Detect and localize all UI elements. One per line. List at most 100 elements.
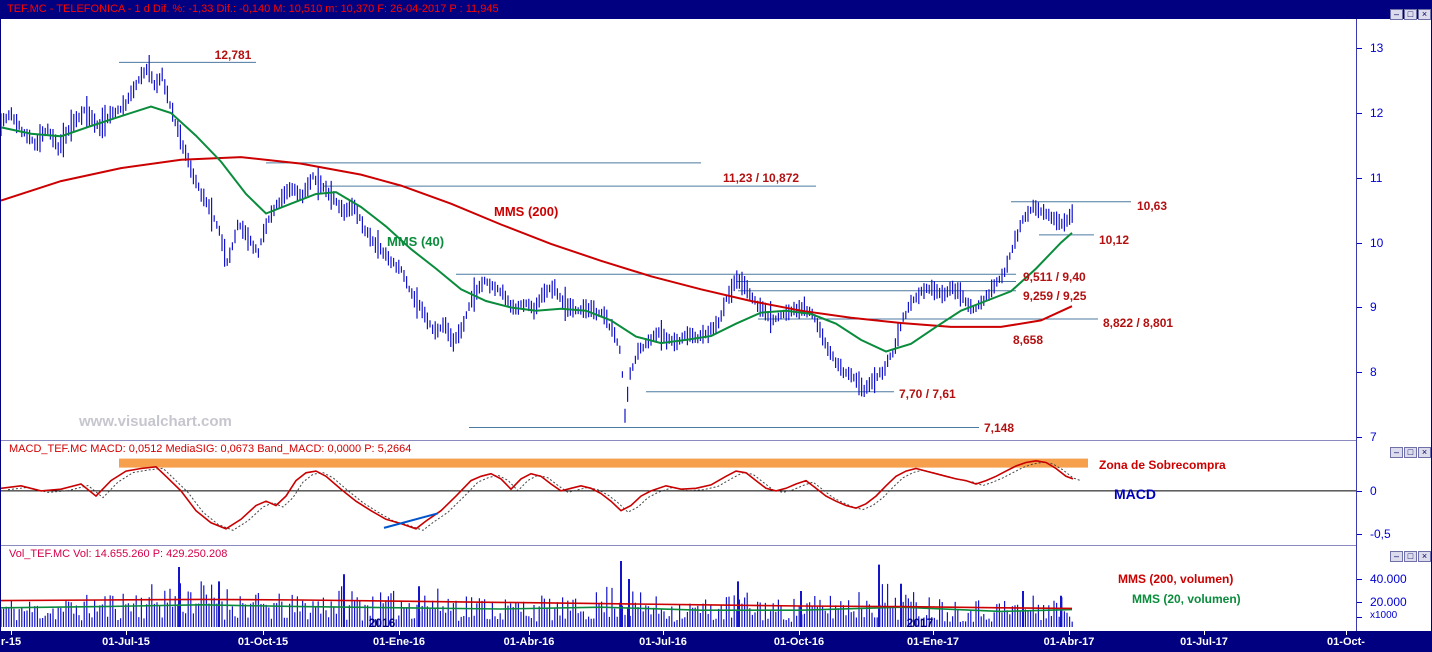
time-axis-label: 01-Oct-16 [773, 636, 825, 648]
level-label: 9,259 / 9,25 [1023, 289, 1087, 303]
time-axis-tick [399, 631, 400, 635]
time-axis-tick [933, 631, 934, 635]
value-axis-label: 8 [1370, 365, 1377, 379]
time-axis-tick [1346, 631, 1347, 635]
time-axis-label: 01-Jul-16 [639, 636, 687, 648]
visualchart-watermark: www.visualchart.com [78, 413, 232, 430]
value-axis-tick [1357, 243, 1362, 244]
value-axis-tick [1357, 307, 1362, 308]
macd-line [1, 459, 1074, 530]
time-axis-label: 01-Abr-16 [503, 636, 555, 648]
close-button[interactable]: × [1418, 9, 1431, 20]
volume-ma20-label: MMS (20, volumen) [1132, 592, 1241, 606]
time-axis-tick [1069, 631, 1070, 635]
close-button[interactable]: × [1418, 551, 1431, 562]
macd-chart[interactable] [1, 441, 1356, 546]
panel-window-controls: – □ × [1390, 447, 1431, 458]
volume-ma200-label: MMS (200, volumen) [1118, 572, 1234, 586]
value-axis-tick [1357, 602, 1362, 603]
level-label: 10,63 [1137, 199, 1167, 213]
panel-window-controls: – □ × [1390, 9, 1431, 20]
value-axis-tick [1357, 491, 1362, 492]
time-axis-tick [1204, 631, 1205, 635]
time-axis-label: 01-Abr-17 [1043, 636, 1095, 648]
ma40-line [1, 105, 1073, 353]
value-axis-tick [1357, 437, 1362, 438]
macd-indicator-label: MACD [1114, 486, 1156, 502]
chart-title: TEF.MC - TELEFONICA - 1 d Dif. %: -1,33 … [7, 3, 499, 15]
value-axis-label: 13 [1370, 41, 1384, 55]
value-axis-label: -0,5 [1370, 527, 1391, 541]
volume-header: Vol_TEF.MC Vol: 14.655.260 P: 429.250.20… [9, 548, 228, 560]
time-axis-label: r-15 [1, 636, 22, 648]
value-axis-tick [1357, 579, 1362, 580]
time-axis-label: 01-Ene-16 [373, 636, 425, 648]
value-axis-label: 40.000 [1370, 572, 1407, 586]
chart-titlebar[interactable]: TEF.MC - TELEFONICA - 1 d Dif. %: -1,33 … [1, 1, 1431, 19]
level-label: 7,148 [984, 421, 1014, 435]
time-axis-label: 01-Oct-15 [237, 636, 289, 648]
time-axis-tick [663, 631, 664, 635]
volume-chart[interactable] [1, 546, 1356, 631]
value-axis-label: 9 [1370, 300, 1377, 314]
time-axis-tick [126, 631, 127, 635]
level-label: 10,12 [1099, 233, 1129, 247]
price-panel[interactable]: 12,781 11,23 / 10,872 10,63 10,12 9,511 / 9,… [1, 19, 1356, 441]
panel-window-controls: – □ × [1390, 551, 1431, 562]
level-label: 12,781 [215, 48, 252, 62]
time-axis-label: 01-Jul-15 [102, 636, 150, 648]
value-axis-label: 11 [1370, 171, 1383, 185]
restore-button[interactable]: □ [1404, 551, 1417, 562]
volume-panel[interactable]: Vol_TEF.MC Vol: 14.655.260 P: 429.250.20… [1, 546, 1356, 631]
overbought-zone-band [119, 458, 1088, 468]
time-axis-label: 01-Oct- [1327, 636, 1365, 648]
price-axis-column[interactable]: 13 12 11 10 9 8 7 0 -0,5 40.000 20.000 x1000 [1356, 19, 1431, 631]
time-axis-label: 01-Jul-17 [1180, 636, 1228, 648]
value-axis-tick [1357, 178, 1362, 179]
minimize-button[interactable]: – [1390, 447, 1403, 458]
price-chart[interactable]: 12,781 11,23 / 10,872 10,63 10,12 9,511 / 9,… [1, 19, 1356, 441]
level-label: 11,23 / 10,872 [723, 171, 799, 185]
time-axis-tick [529, 631, 530, 635]
macd-header: MACD_TEF.MC MACD: 0,0512 MediaSIG: 0,067… [9, 443, 412, 455]
time-axis-tick [263, 631, 264, 635]
value-axis-label: x1000 [1370, 610, 1398, 621]
time-axis-tick [799, 631, 800, 635]
macd-trendline [383, 512, 439, 529]
ma200-line [1, 156, 1073, 328]
time-axis-label: 01-Ene-17 [907, 636, 959, 648]
value-axis-label: 10 [1370, 236, 1384, 250]
macd-signal-line [7, 461, 1081, 531]
volume-bars [1, 581, 1073, 627]
ma40-label: MMS (40) [387, 234, 444, 249]
time-axis-tick [11, 631, 12, 635]
year-label: 2016 [368, 616, 396, 630]
value-axis-tick [1357, 534, 1362, 535]
support-resistance-lines [119, 61, 1131, 428]
minimize-button[interactable]: – [1390, 9, 1403, 20]
value-axis-tick [1357, 48, 1362, 49]
year-label: 2017 [906, 616, 934, 630]
level-label: 8,822 / 8,801 [1103, 316, 1173, 330]
macd-panel[interactable]: MACD_TEF.MC MACD: 0,0512 MediaSIG: 0,067… [1, 441, 1356, 546]
value-axis-tick [1357, 113, 1362, 114]
ma200-label: MMS (200) [494, 204, 558, 219]
value-axis-label: 20.000 [1370, 595, 1407, 609]
value-axis-label: 12 [1370, 106, 1384, 120]
restore-button[interactable]: □ [1404, 447, 1417, 458]
level-label: 7,70 / 7,61 [899, 387, 956, 401]
level-label: 8,658 [1013, 333, 1043, 347]
level-label: 9,511 / 9,40 [1023, 270, 1086, 284]
close-button[interactable]: × [1418, 447, 1431, 458]
restore-button[interactable]: □ [1404, 9, 1417, 20]
value-axis-label: 0 [1370, 484, 1377, 498]
minimize-button[interactable]: – [1390, 551, 1403, 562]
volume-ma20-line [1, 603, 1073, 613]
time-axis[interactable]: r-15 01-Jul-15 01-Oct-15 01-Ene-16 01-Abr-16… [1, 631, 1431, 651]
value-axis-tick [1357, 617, 1362, 618]
volume-ma200-line [1, 598, 1073, 610]
value-axis-tick [1357, 372, 1362, 373]
overbought-zone-label: Zona de Sobrecompra [1099, 458, 1226, 472]
value-axis-label: 7 [1370, 430, 1377, 444]
